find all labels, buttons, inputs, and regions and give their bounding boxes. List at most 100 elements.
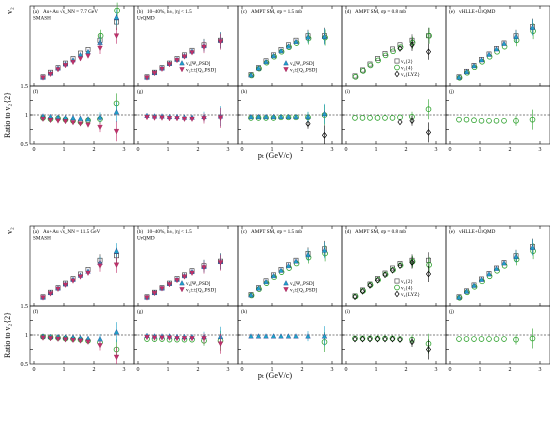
ratio-point-v2_psi1_pm	[166, 116, 173, 122]
ratio-point-v2_4	[389, 115, 396, 121]
v2-point-v2_psi1	[471, 282, 477, 288]
v2-point-v2_psi1	[248, 72, 254, 78]
ratio-point-v2_psi1_pm	[77, 338, 84, 344]
v2-point-v2_psi1_pm	[217, 260, 224, 266]
ratio-point-v2_psi1	[321, 111, 328, 117]
legend-label: v₂[Ψ₁,PSD]	[290, 61, 315, 67]
v2-point-v2_psi1_pm	[113, 262, 120, 268]
legend-label: v₂[Ψ₁,PSD]	[290, 281, 315, 287]
legend-marker	[179, 60, 185, 66]
x-tick-label: 3	[227, 367, 230, 373]
v2-point-v2_psi1_pm	[85, 270, 91, 276]
v2-point-v2_2	[360, 67, 365, 73]
ratio-point-v2_psi1	[278, 333, 284, 339]
ratio-point-v2_4	[513, 118, 519, 124]
v2-point-v2_psi1	[285, 43, 292, 49]
ratio-point-v2_4	[486, 336, 492, 342]
ratio-point-v2_psi1	[263, 113, 269, 119]
panel-letter: (e)	[449, 8, 455, 15]
v2-point-v2_2	[367, 61, 373, 67]
ratio-point-v2_psi1_pm	[151, 115, 158, 121]
ratio-point-v2_psi1_pm	[47, 336, 54, 342]
v2-point-v2_psi1	[263, 58, 269, 65]
x-tick-label: 0	[345, 147, 348, 153]
v2-point-v2_psi1	[321, 247, 328, 253]
panel-caption: SMASH	[33, 16, 51, 22]
v2-point-v2_psi1	[270, 273, 277, 279]
v2-point-v2_psi1	[463, 69, 470, 75]
legend-marker	[394, 70, 400, 78]
v2-point-v2_lyz	[367, 282, 373, 289]
v2-point-v2_psi1	[513, 253, 519, 259]
v2-point-v2_psi1	[501, 40, 507, 46]
ratio-panel-letter: (h)	[241, 308, 247, 315]
legend-label: v₂{4}	[401, 286, 413, 292]
ratio-point-v2_4	[471, 117, 477, 124]
x-tick-label: 3	[331, 147, 334, 153]
x-tick-label: 1	[63, 147, 66, 153]
v2-point-v2_psi1	[270, 53, 277, 59]
v2-point-v2_lyz	[397, 45, 403, 52]
panel-1-3: 0 1 2 3 (c) AMPT SM, σp = 1.5 mb (h) v₂[Ψ₁,PSD]…	[237, 5, 343, 153]
legend-label: v₂{2}	[401, 59, 413, 65]
legend-marker	[283, 60, 289, 66]
legend-marker	[394, 58, 400, 64]
top-y-axis-label: v₂	[5, 227, 14, 234]
x-tick-label: 1	[271, 147, 274, 153]
x-tick-label: 0	[137, 367, 140, 373]
x-tick-label: 1	[167, 367, 170, 373]
ratio-point-v2_psi1	[270, 113, 277, 119]
ratio-point-v2_psi1	[77, 115, 84, 121]
v2-point-v2_psi1_pm	[144, 75, 150, 81]
y-tick-label: 1	[25, 113, 28, 119]
ratio-point-v2_4	[478, 118, 485, 124]
ratio-panel-letter: (i)	[345, 308, 350, 315]
x-tick-label: 2	[93, 367, 96, 373]
ratio-point-v2_psi1_pm	[55, 118, 61, 124]
ratio-point-v2_psi1_pm	[166, 335, 173, 341]
v2-point-v2_psi1_pm	[97, 45, 103, 51]
v2-point-v2_2	[367, 281, 373, 287]
v2-point-v2_psi1_pm	[166, 282, 173, 288]
v2-point-v2_psi1	[305, 251, 311, 258]
ratio-point-v2_psi1_pm	[97, 343, 103, 349]
v2-point-v2_4	[456, 294, 463, 301]
v2-point-v2_lyz	[389, 267, 396, 274]
ratio-point-v2_psi1	[293, 333, 299, 339]
legend-marker	[283, 67, 289, 73]
panel-1-5: 0 1 2 3 (e) vHLLE+UrQMD (j)	[445, 5, 550, 153]
ratio-point-v2_psi1_pm	[201, 336, 207, 342]
v2-point-v2_4	[375, 57, 381, 64]
v2-point-v2_psi1	[113, 248, 120, 254]
ratio-point-v2_4	[501, 336, 507, 342]
y-tick-label: 0.5	[21, 362, 29, 368]
ratio-point-v2_psi1_pm	[62, 119, 69, 125]
v2-point-v2_4	[114, 7, 120, 14]
v2-point-v2_psi1_pm	[40, 75, 46, 81]
v2-point-v2_4	[397, 44, 404, 50]
x-tick-label: 0	[33, 147, 36, 153]
ratio-point-v2_psi1	[293, 113, 299, 119]
v2-point-v2_4	[367, 62, 374, 69]
ratio-point-v2_4	[456, 336, 462, 342]
v2-point-v2_4	[352, 74, 359, 80]
x-tick-label: 2	[405, 367, 408, 373]
ratio-point-v2_psi1	[270, 333, 277, 339]
x-tick-label: 0	[137, 147, 140, 153]
legend-label: v₂{LYZ}	[401, 292, 420, 298]
ratio-point-v2_psi1	[248, 113, 254, 119]
ratio-panel-letter: (g)	[137, 88, 143, 95]
ratio-point-v2_4	[374, 115, 381, 121]
ratio-point-v2_psi1_pm	[174, 116, 180, 122]
x-tick-label: 0	[449, 367, 452, 373]
x-tick-label: 1	[63, 367, 66, 373]
panel-2-3: 0 1 2 3 (c) AMPT SM, σp = 1.5 mb (h) v₂[Ψ₁,PSD]…	[237, 225, 343, 373]
ratio-point-v2_psi1_pm	[144, 115, 150, 121]
panel-caption: Au+Au √s_NN = 7.7 GeV	[43, 8, 98, 15]
v2-point-v2_psi1	[293, 38, 299, 44]
v2-point-v2_psi1	[529, 24, 536, 30]
panel-letter: (a)	[33, 228, 39, 235]
ratio-point-v2_lyz	[367, 335, 373, 343]
ratio-point-v2_4	[463, 336, 470, 342]
